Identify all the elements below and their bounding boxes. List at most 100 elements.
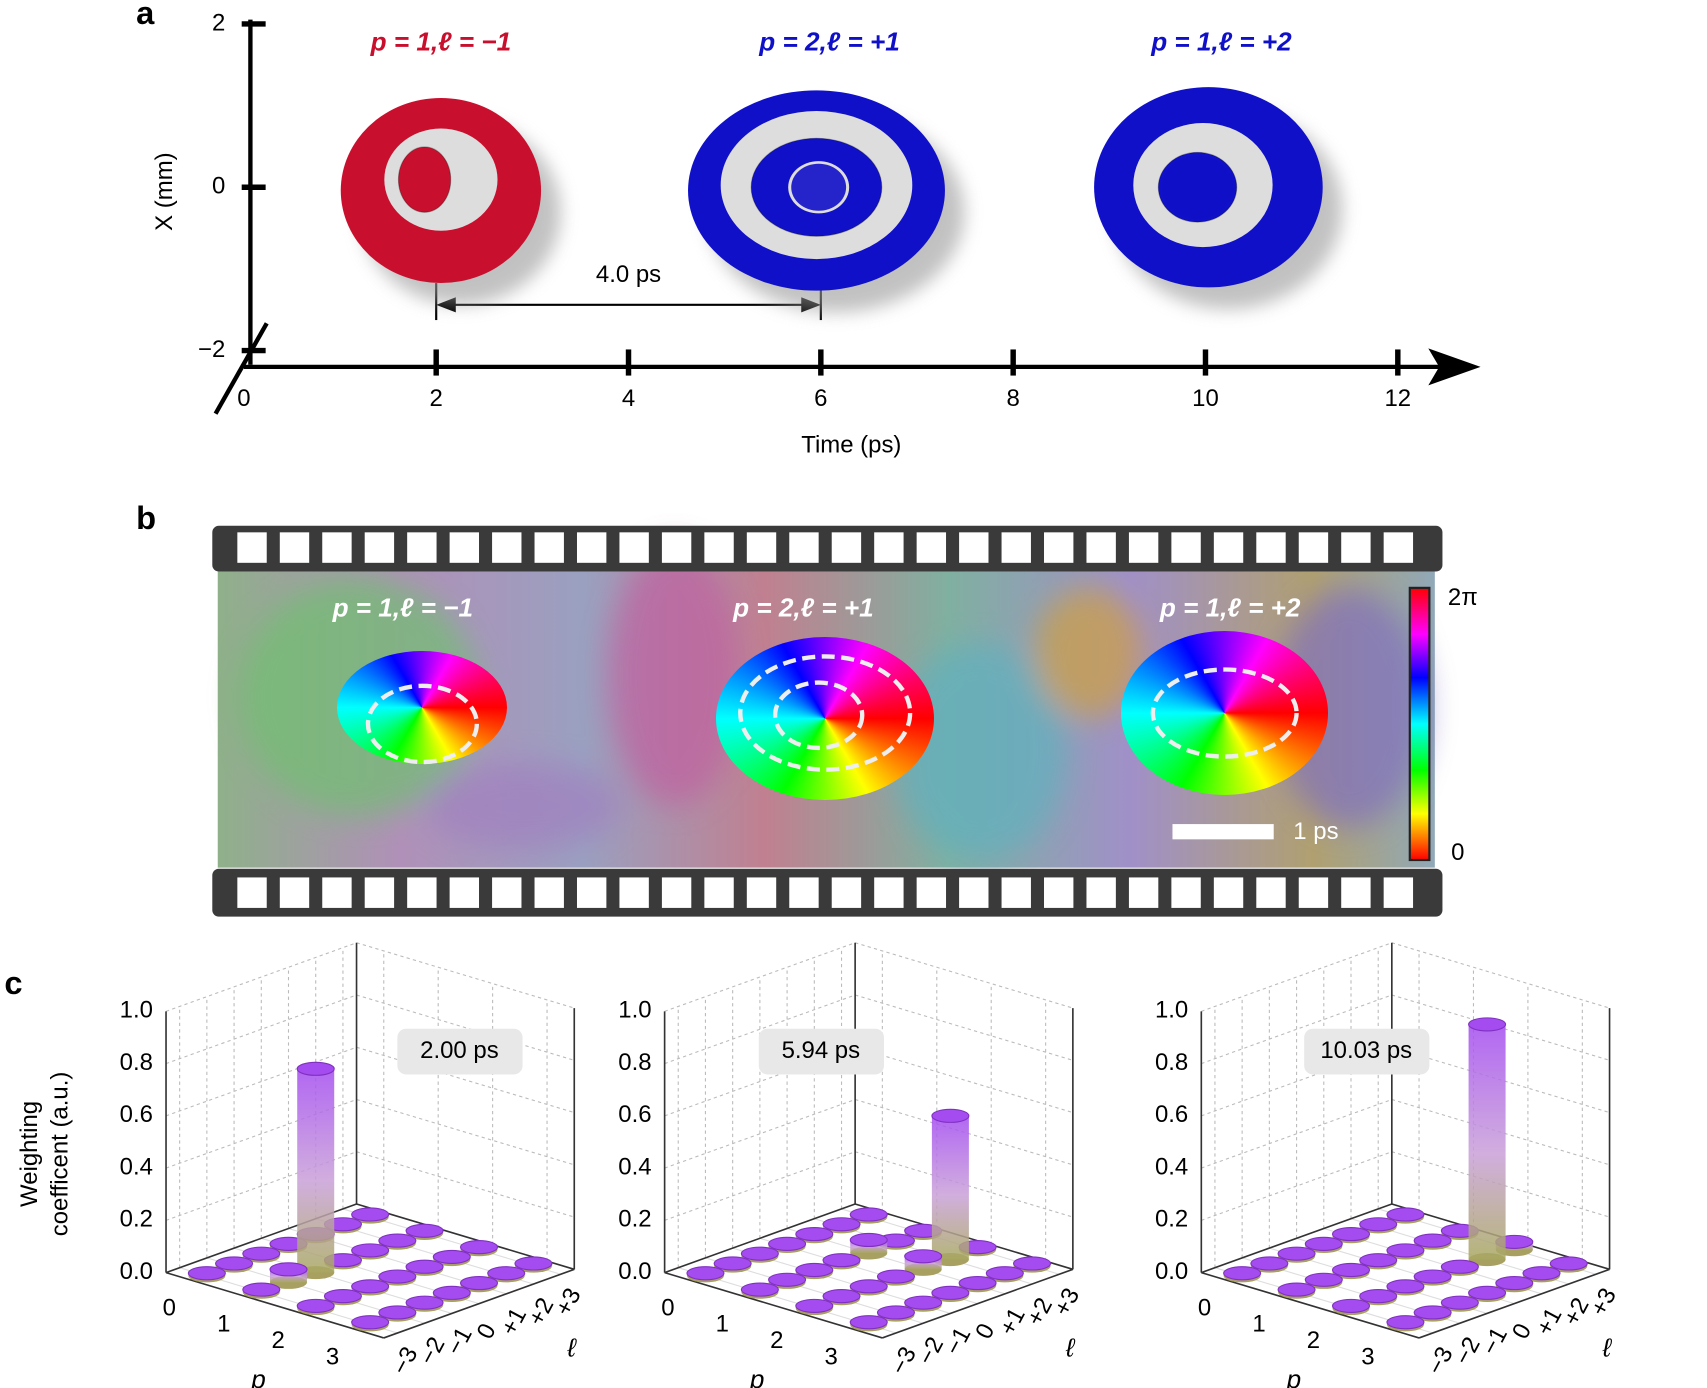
- film-hole: [534, 877, 564, 908]
- y-tick-label: 2: [212, 9, 225, 36]
- film-hole: [1044, 877, 1074, 908]
- bar-top: [378, 1305, 417, 1320]
- bar-top: [1413, 1269, 1452, 1284]
- film-hole: [916, 877, 947, 908]
- p-axis-label: p: [1286, 1364, 1302, 1388]
- bar-top: [215, 1256, 254, 1271]
- mode-label: p = 1,ℓ = −1: [370, 26, 511, 56]
- bar-top: [1413, 1233, 1452, 1248]
- film-hole: [237, 877, 267, 908]
- beam-core: [1162, 155, 1233, 219]
- bar-top: [822, 1289, 861, 1304]
- film-hole: [916, 532, 947, 563]
- z-tick-label: 0.4: [120, 1153, 153, 1180]
- bar-top: [768, 1236, 807, 1251]
- bar-top: [849, 1207, 888, 1222]
- bar-top: [296, 1061, 335, 1076]
- film-hole: [1256, 877, 1286, 908]
- y-tick-label: −2: [198, 336, 225, 363]
- film-hole: [322, 877, 352, 908]
- film-hole: [407, 877, 437, 908]
- z-tick-label: 0.8: [618, 1049, 651, 1076]
- film-hole: [1044, 532, 1074, 563]
- z-tick-label: 0.6: [120, 1101, 153, 1128]
- z-tick-label: 0.6: [1155, 1101, 1188, 1128]
- grid-line: [356, 1046, 575, 1114]
- phase-map: [1121, 631, 1329, 795]
- bar-top: [432, 1285, 471, 1300]
- bar-top: [514, 1256, 553, 1271]
- bar-top: [1304, 1272, 1343, 1287]
- film-hole: [619, 877, 649, 908]
- axis-line: [882, 1268, 1074, 1339]
- axis-line: [165, 1271, 384, 1339]
- grid-line: [356, 942, 575, 1009]
- grid-line: [356, 1098, 575, 1166]
- z-tick-label: 1.0: [120, 997, 153, 1024]
- film-hole: [746, 877, 777, 908]
- panel-label: b: [136, 499, 156, 536]
- film-hole: [1171, 877, 1201, 908]
- film-hole: [704, 877, 734, 908]
- film-hole: [449, 532, 480, 563]
- bar: [931, 1115, 969, 1260]
- grid-line: [854, 1046, 1074, 1114]
- grid-line: [1391, 942, 1610, 1009]
- colorbar-tick-label: 0: [1451, 839, 1464, 866]
- p-tick-label: 1: [716, 1311, 729, 1338]
- phase-map: [716, 636, 935, 801]
- time-label: 10.03 ps: [1320, 1037, 1412, 1064]
- grid-line: [356, 994, 575, 1061]
- film-hole: [1341, 532, 1371, 563]
- film-hole: [619, 532, 649, 563]
- x-tick-label: 6: [814, 385, 827, 412]
- phase-map: [337, 651, 508, 765]
- film-hole: [789, 877, 819, 908]
- colorbar-tick-label: 2π: [1448, 584, 1478, 611]
- bar-top: [768, 1272, 807, 1287]
- bar-top: [1386, 1243, 1425, 1258]
- film-hole: [1086, 532, 1116, 563]
- bar-top: [351, 1243, 390, 1258]
- bar-top: [795, 1226, 834, 1242]
- film-hole: [1171, 532, 1201, 563]
- bar-top: [904, 1249, 943, 1264]
- bar-top: [1277, 1282, 1316, 1297]
- depth-axis: [213, 322, 269, 415]
- p-tick-label: 0: [1198, 1294, 1211, 1321]
- film-hole: [831, 532, 862, 563]
- colorbar: [1408, 586, 1431, 862]
- bar-top: [849, 1232, 888, 1248]
- p-tick-label: 0: [661, 1294, 674, 1321]
- bar-top: [1495, 1275, 1534, 1291]
- scale-bar: [1172, 824, 1274, 840]
- bar-top: [1012, 1256, 1052, 1271]
- bar-top: [822, 1217, 861, 1232]
- bar-top: [1386, 1315, 1425, 1330]
- mode-label: p = 2,ℓ = +1: [758, 26, 899, 56]
- film-hole: [1383, 532, 1414, 563]
- film-hole: [1128, 532, 1159, 563]
- bar-top: [378, 1233, 417, 1248]
- film-hole: [1086, 877, 1116, 908]
- bar-top: [405, 1223, 444, 1238]
- bar-top: [1522, 1266, 1561, 1281]
- axis-line: [664, 1203, 856, 1274]
- film-hole: [1213, 877, 1244, 908]
- bar-top: [405, 1259, 444, 1274]
- film-hole: [959, 532, 989, 563]
- scale-bar-label: 1 ps: [1293, 818, 1338, 845]
- bar-top: [713, 1256, 752, 1271]
- bar-top: [740, 1246, 779, 1261]
- l-tick-label: +3: [1585, 1284, 1622, 1321]
- bar-top: [1223, 1266, 1262, 1281]
- film-hole: [237, 532, 267, 563]
- film-hole: [492, 532, 522, 563]
- grid-line: [165, 942, 357, 1012]
- grid-line: [664, 942, 856, 1012]
- bar-top: [1277, 1246, 1316, 1261]
- z-tick-label: 0.8: [1155, 1049, 1188, 1076]
- beam-core: [791, 163, 847, 211]
